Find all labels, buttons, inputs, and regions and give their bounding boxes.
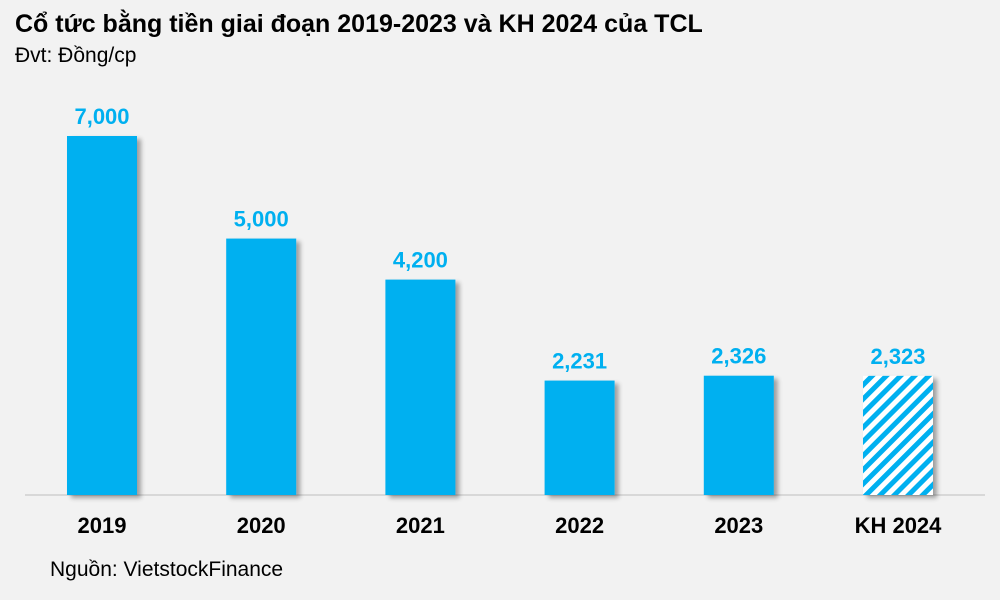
x-tick-label: KH 2024 xyxy=(855,513,943,538)
x-tick-label: 2019 xyxy=(78,513,127,538)
bar-2021 xyxy=(385,279,456,495)
data-label: 7,000 xyxy=(74,104,129,129)
data-label: 2,326 xyxy=(711,344,766,369)
data-label: 5,000 xyxy=(234,207,289,232)
bar-kh-2024 xyxy=(863,375,933,495)
x-tick-label: 2022 xyxy=(555,513,604,538)
data-label: 2,231 xyxy=(552,349,607,374)
data-label: 4,200 xyxy=(393,248,448,273)
data-label: 2,323 xyxy=(870,344,925,369)
chart-unit: Đvt: Đồng/cp xyxy=(15,44,137,67)
bar-2020 xyxy=(226,238,297,496)
source-note: Nguồn: VietstockFinance xyxy=(50,558,284,581)
chart-title: Cổ tức bằng tiền giai đoạn 2019-2023 và … xyxy=(15,10,703,38)
bar-2019 xyxy=(67,136,137,495)
bar-2023 xyxy=(703,375,774,495)
x-tick-label: 2021 xyxy=(396,513,445,538)
x-tick-label: 2020 xyxy=(237,513,286,538)
x-tick-label: 2023 xyxy=(714,513,763,538)
bar-2022 xyxy=(544,380,615,495)
